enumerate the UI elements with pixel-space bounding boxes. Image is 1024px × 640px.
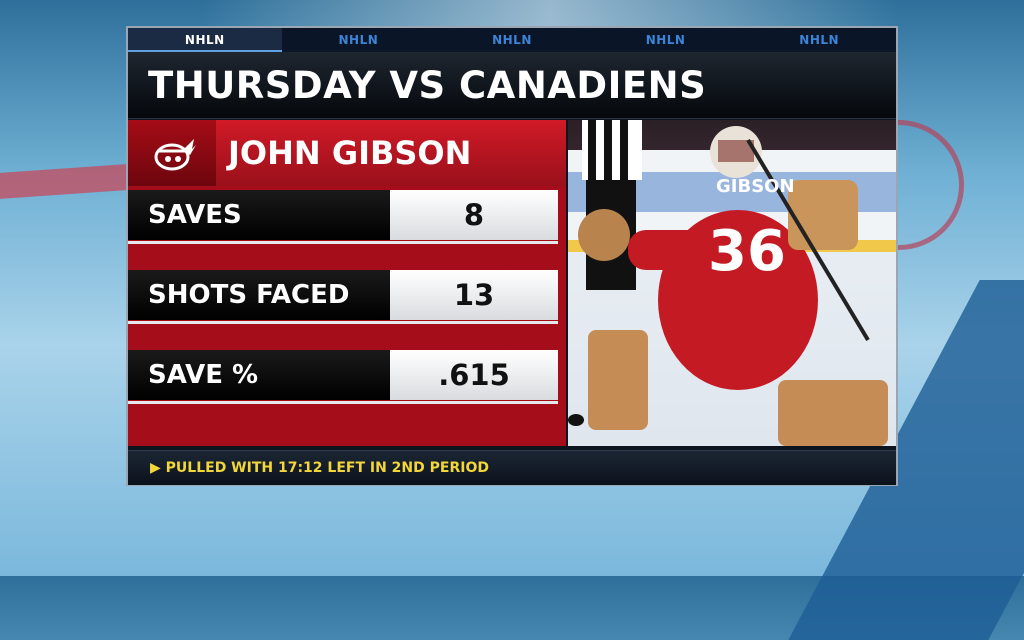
network-tab-bar: NHLN NHLN NHLN NHLN NHLN <box>128 28 896 52</box>
rink-red-line <box>0 163 140 199</box>
jersey-name: GIBSON <box>716 176 795 197</box>
stat-value: .615 <box>390 350 558 400</box>
stats-column: JOHN GIBSON SAVES 8 SHOTS FACED 13 SAVE … <box>128 120 566 446</box>
stats-panel: NHLN NHLN NHLN NHLN NHLN THURSDAY VS CAN… <box>126 26 898 486</box>
stat-value: 13 <box>390 270 558 320</box>
player-row: JOHN GIBSON <box>128 120 566 186</box>
rink-glare <box>200 0 900 30</box>
jersey-number: 36 <box>708 219 786 284</box>
tab-nhln-5[interactable]: NHLN <box>799 33 840 47</box>
tab-nhln-1[interactable]: NHLN <box>128 28 282 52</box>
footer-note-text: PULLED WITH 17:12 LEFT IN 2ND PERIOD <box>165 460 489 476</box>
stat-label: SHOTS FACED <box>128 270 390 320</box>
page-title: THURSDAY VS CANADIENS <box>148 64 707 107</box>
panel-header: THURSDAY VS CANADIENS <box>128 52 896 119</box>
stat-row-shots-faced: SHOTS FACED 13 <box>128 270 566 324</box>
play-arrow-icon: ▶ <box>150 460 161 476</box>
goalie-photo: GIBSON 36 <box>568 120 896 446</box>
tab-nhln-4[interactable]: NHLN <box>645 33 686 47</box>
tab-nhln-2[interactable]: NHLN <box>338 33 379 47</box>
stat-label: SAVES <box>128 190 390 240</box>
stat-row-saves: SAVES 8 <box>128 190 566 244</box>
footer-note: ▶ PULLED WITH 17:12 LEFT IN 2ND PERIOD <box>150 460 489 476</box>
tab-nhln-3[interactable]: NHLN <box>492 33 532 47</box>
stat-row-save-percentage: SAVE % .615 <box>128 350 566 404</box>
footer-note-bar: ▶ PULLED WITH 17:12 LEFT IN 2ND PERIOD <box>128 450 896 485</box>
player-name: JOHN GIBSON <box>228 134 472 172</box>
stat-label: SAVE % <box>128 350 390 400</box>
stat-value: 8 <box>390 190 558 240</box>
red-wings-logo-icon <box>128 120 216 186</box>
